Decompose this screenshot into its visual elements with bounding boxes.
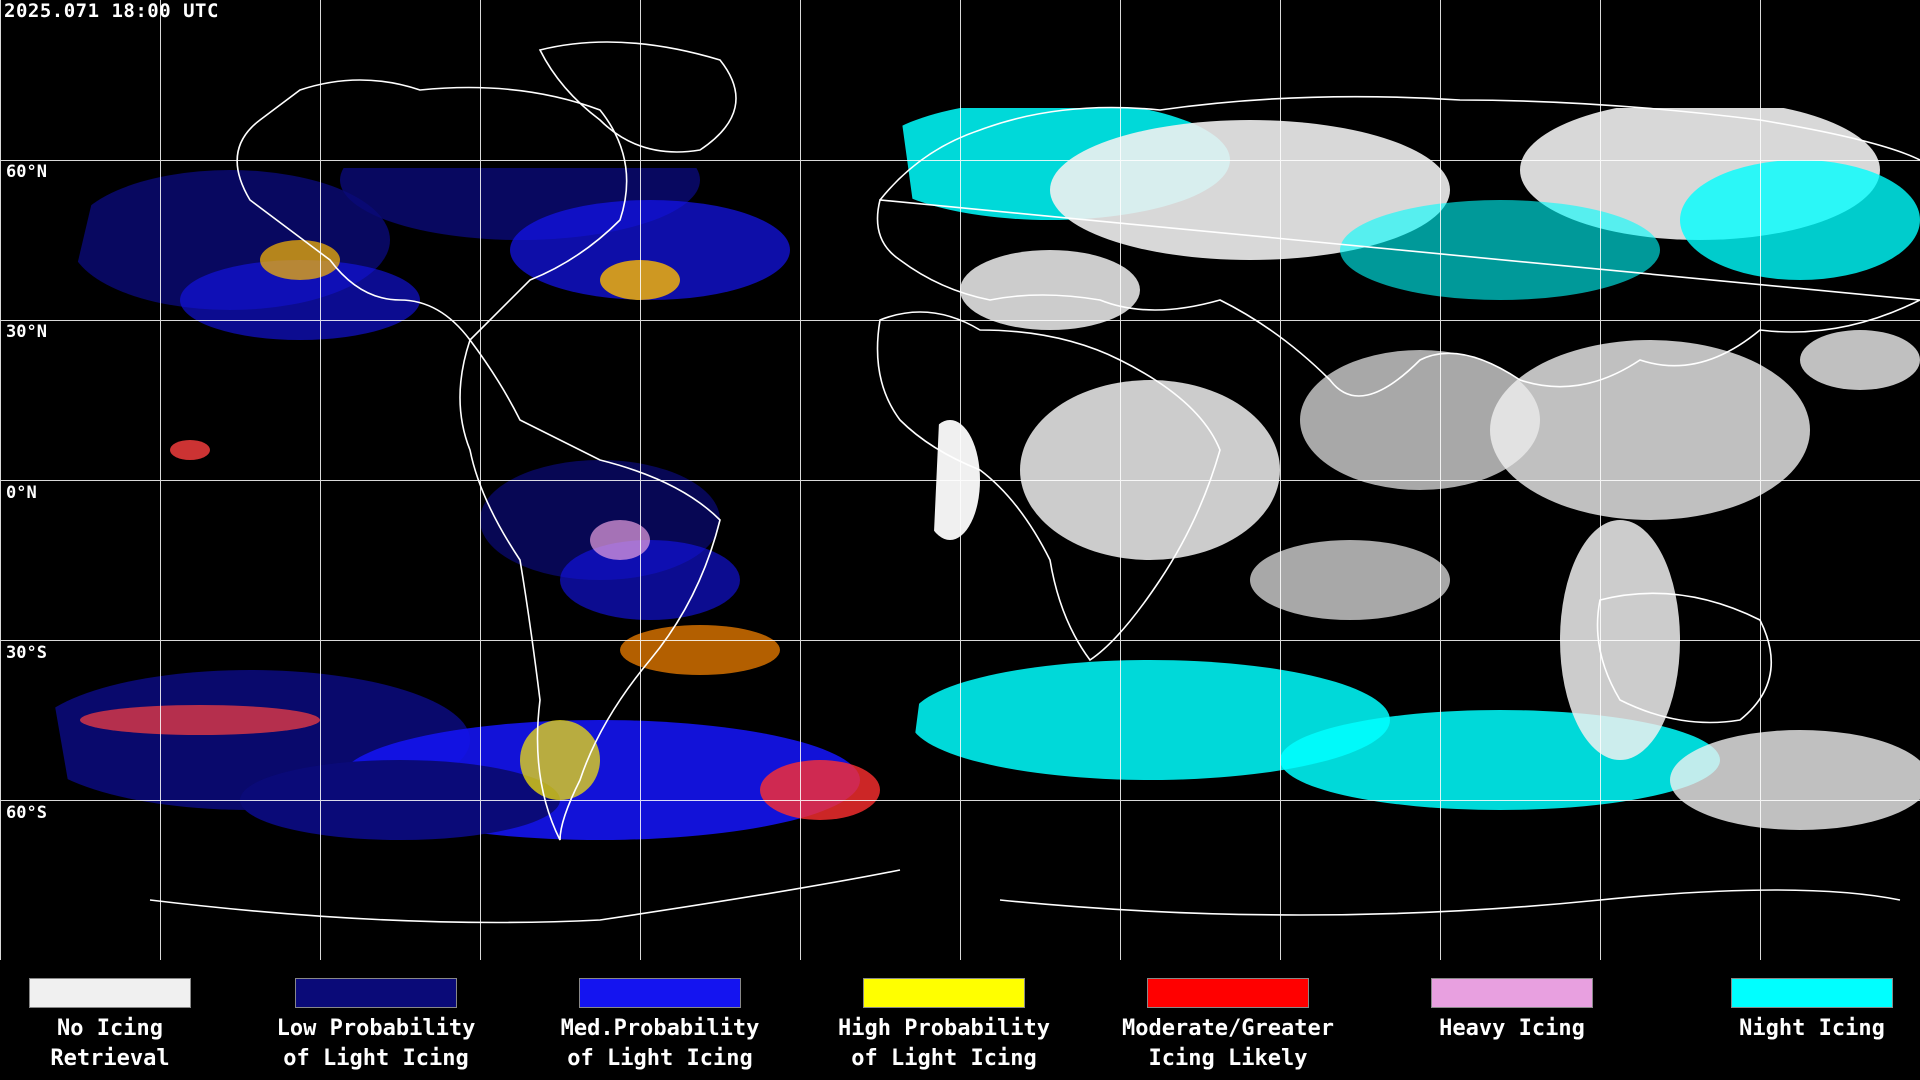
legend-item-night: Night Icing [1692,978,1920,1044]
graticule-grid [0,0,1920,960]
legend-item-med-prob: Med.Probability of Light Icing [540,978,780,1074]
timestamp: 2025.071 18:00 UTC [4,0,219,22]
legend-item-low-prob: Low Probability of Light Icing [256,978,496,1074]
icing-map [0,0,1920,960]
legend-item-high-prob: High Probability of Light Icing [824,978,1064,1074]
legend-swatch [29,978,191,1008]
west-icing-region [40,168,930,850]
legend-label: No Icing Retrieval [50,1016,170,1071]
legend-label: High Probability of Light Icing [838,1016,1050,1071]
legend-swatch [1731,978,1893,1008]
lat-label-60s: 60°S [6,803,47,823]
legend-label: Med.Probability of Light Icing [560,1016,760,1071]
legend-swatch [579,978,741,1008]
legend-swatch [1147,978,1309,1008]
lat-label-0: 0°N [6,483,37,503]
lat-label-60n: 60°N [6,162,47,182]
legend-label: Heavy Icing [1439,1016,1585,1041]
legend-swatch [863,978,1025,1008]
legend: No Icing Retrieval Low Probability of Li… [0,960,1920,1080]
legend-label: Low Probability of Light Icing [276,1016,476,1071]
legend-swatch [295,978,457,1008]
legend-item-moderate: Moderate/Greater Icing Likely [1108,978,1348,1074]
legend-label: Night Icing [1739,1016,1885,1041]
legend-label: Moderate/Greater Icing Likely [1122,1016,1334,1071]
legend-swatch [1431,978,1593,1008]
legend-item-no-icing: No Icing Retrieval [0,978,230,1074]
lat-label-30n: 30°N [6,322,47,342]
lat-label-30s: 30°S [6,643,47,663]
legend-item-heavy: Heavy Icing [1392,978,1632,1044]
